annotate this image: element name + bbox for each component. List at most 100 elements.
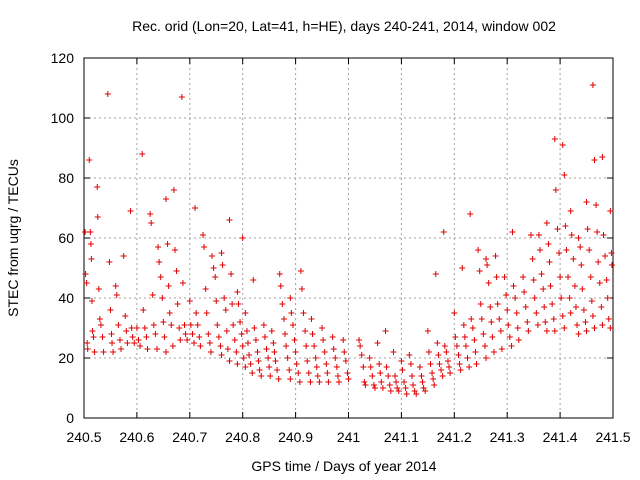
data-point: [304, 358, 311, 364]
data-point: [144, 346, 151, 352]
data-point: [596, 280, 603, 286]
data-point: [316, 379, 323, 385]
data-point: [224, 346, 231, 352]
data-point: [147, 211, 154, 217]
data-point: [386, 382, 393, 388]
data-point: [524, 319, 531, 325]
data-point: [108, 331, 115, 337]
data-point: [242, 310, 249, 316]
data-point: [496, 316, 503, 322]
data-point: [467, 211, 474, 217]
data-point: [104, 91, 111, 97]
data-point: [296, 379, 303, 385]
data-point: [607, 208, 614, 214]
data-point: [522, 304, 529, 310]
data-point: [87, 229, 94, 235]
data-point: [86, 157, 93, 163]
data-point: [174, 301, 181, 307]
data-point: [550, 316, 557, 322]
data-point: [87, 241, 94, 247]
data-point: [487, 304, 494, 310]
data-point: [509, 229, 516, 235]
data-point: [376, 361, 383, 367]
data-point: [148, 220, 155, 226]
data-point: [206, 340, 213, 346]
data-point: [567, 208, 574, 214]
data-point: [440, 229, 447, 235]
data-point: [282, 331, 289, 337]
data-point: [477, 301, 484, 307]
data-point: [243, 328, 250, 334]
data-point: [344, 370, 351, 376]
data-point: [410, 382, 417, 388]
data-point: [97, 322, 104, 328]
data-point: [286, 367, 293, 373]
data-point: [94, 184, 101, 190]
data-point: [586, 247, 593, 253]
data-point: [113, 292, 120, 298]
data-point: [84, 340, 91, 346]
data-point: [366, 355, 373, 361]
data-point: [280, 316, 287, 322]
data-point: [128, 325, 135, 331]
data-point: [303, 343, 310, 349]
data-point: [295, 370, 302, 376]
data-point: [483, 256, 490, 262]
data-point: [187, 322, 194, 328]
data-point: [385, 373, 392, 379]
data-point: [595, 259, 602, 265]
data-point: [255, 358, 262, 364]
data-point: [96, 316, 103, 322]
data-point: [209, 253, 216, 259]
data-point: [356, 337, 363, 343]
data-point: [302, 328, 309, 334]
data-point: [308, 316, 315, 322]
data-point: [194, 322, 201, 328]
x-tick-label: 241: [337, 429, 361, 445]
data-point: [334, 373, 341, 379]
data-point: [124, 340, 131, 346]
data-point: [90, 334, 97, 340]
data-point: [580, 307, 587, 313]
data-point: [378, 379, 385, 385]
data-point: [293, 361, 300, 367]
data-point: [591, 157, 598, 163]
data-point: [207, 349, 214, 355]
data-point: [600, 232, 607, 238]
data-point: [307, 379, 314, 385]
data-point: [283, 343, 290, 349]
data-point: [233, 349, 240, 355]
data-point: [178, 94, 185, 100]
x-tick-label: 240.8: [225, 429, 260, 445]
data-point: [160, 319, 167, 325]
data-point: [309, 331, 316, 337]
data-point: [521, 289, 528, 295]
data-point: [133, 325, 140, 331]
data-point: [430, 376, 437, 382]
data-point: [582, 319, 589, 325]
data-point: [228, 271, 235, 277]
data-point: [530, 277, 537, 283]
data-point: [490, 349, 497, 355]
data-point: [583, 199, 590, 205]
data-point: [605, 316, 612, 322]
data-point: [603, 277, 610, 283]
data-point: [267, 373, 274, 379]
data-point: [311, 343, 318, 349]
data-point: [340, 337, 347, 343]
data-point: [193, 310, 200, 316]
data-point: [608, 250, 615, 256]
data-point: [432, 271, 439, 277]
data-point: [247, 361, 254, 367]
data-point: [443, 349, 450, 355]
data-point: [446, 364, 453, 370]
data-point: [466, 364, 473, 370]
data-point: [393, 379, 400, 385]
data-point: [402, 385, 409, 391]
data-point: [244, 340, 251, 346]
data-point: [268, 328, 275, 334]
data-point: [441, 343, 448, 349]
data-point: [608, 262, 615, 268]
data-point: [551, 136, 558, 142]
data-point: [157, 274, 164, 280]
